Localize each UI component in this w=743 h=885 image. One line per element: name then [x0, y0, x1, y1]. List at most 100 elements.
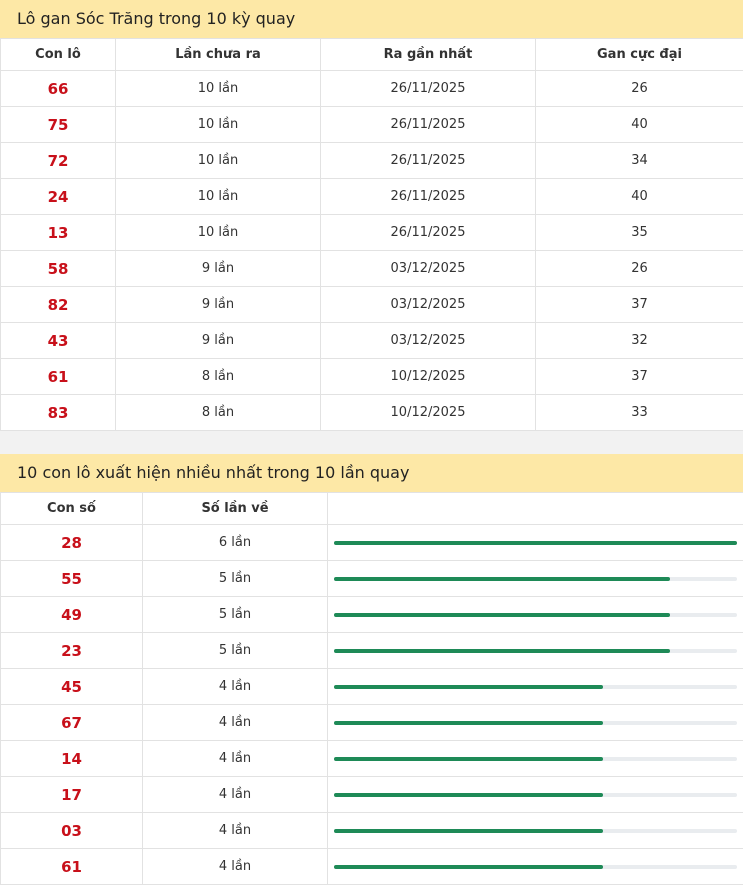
- cell: 10 lần: [116, 215, 321, 251]
- column-header: Ra gần nhất: [321, 39, 536, 71]
- lo-number: 43: [1, 323, 116, 359]
- bar-track: [334, 613, 737, 617]
- cell: 5 lần: [143, 633, 328, 669]
- bar: [334, 865, 603, 869]
- lo-number: 49: [1, 597, 143, 633]
- cell: 26/11/2025: [321, 215, 536, 251]
- lo-number: 61: [1, 849, 143, 885]
- bar-track: [334, 685, 737, 689]
- cell: 8 lần: [116, 395, 321, 431]
- cell: 8 lần: [116, 359, 321, 395]
- column-header: [328, 493, 743, 525]
- bar-cell: [328, 777, 743, 813]
- lo-number: 17: [1, 777, 143, 813]
- cell: 4 lần: [143, 849, 328, 885]
- lo-number: 24: [1, 179, 116, 215]
- cell: 26: [536, 71, 743, 107]
- cell: 5 lần: [143, 561, 328, 597]
- cell: 10/12/2025: [321, 395, 536, 431]
- bar-cell: [328, 561, 743, 597]
- cell: 37: [536, 287, 743, 323]
- cell: 10 lần: [116, 71, 321, 107]
- bar: [334, 721, 603, 725]
- cell: 03/12/2025: [321, 287, 536, 323]
- column-header: Gan cực đại: [536, 39, 743, 71]
- bar: [334, 613, 670, 617]
- cell: 9 lần: [116, 251, 321, 287]
- section-title: 10 con lô xuất hiện nhiều nhất trong 10 …: [0, 454, 743, 492]
- cell: 26/11/2025: [321, 71, 536, 107]
- cell: 26: [536, 251, 743, 287]
- bar: [334, 685, 603, 689]
- bar-cell: [328, 813, 743, 849]
- bar-track: [334, 649, 737, 653]
- bar-cell: [328, 633, 743, 669]
- cell: 4 lần: [143, 777, 328, 813]
- column-header: Số lần về: [143, 493, 328, 525]
- cell: 10 lần: [116, 143, 321, 179]
- bar-track: [334, 829, 737, 833]
- lo-number: 58: [1, 251, 116, 287]
- bar-cell: [328, 669, 743, 705]
- lo-number: 14: [1, 741, 143, 777]
- cell: 32: [536, 323, 743, 359]
- bar-track: [334, 793, 737, 797]
- bar: [334, 649, 670, 653]
- cell: 5 lần: [143, 597, 328, 633]
- lo-number: 67: [1, 705, 143, 741]
- cell: 10 lần: [116, 107, 321, 143]
- lo-number: 83: [1, 395, 116, 431]
- lo-number: 55: [1, 561, 143, 597]
- cell: 35: [536, 215, 743, 251]
- lo-number: 45: [1, 669, 143, 705]
- cell: 4 lần: [143, 741, 328, 777]
- cell: 40: [536, 107, 743, 143]
- bar: [334, 829, 603, 833]
- cell: 40: [536, 179, 743, 215]
- cell: 4 lần: [143, 669, 328, 705]
- bar-track: [334, 865, 737, 869]
- bar-cell: [328, 525, 743, 561]
- bar-cell: [328, 849, 743, 885]
- cell: 4 lần: [143, 813, 328, 849]
- cell: 03/12/2025: [321, 251, 536, 287]
- bar: [334, 757, 603, 761]
- lo-number: 72: [1, 143, 116, 179]
- spacer: [0, 431, 743, 454]
- cell: 03/12/2025: [321, 323, 536, 359]
- bar-cell: [328, 705, 743, 741]
- column-header: Con lô: [1, 39, 116, 71]
- lo-number: 13: [1, 215, 116, 251]
- cell: 6 lần: [143, 525, 328, 561]
- cell: 9 lần: [116, 287, 321, 323]
- cell: 34: [536, 143, 743, 179]
- cell: 10 lần: [116, 179, 321, 215]
- lo-number: 61: [1, 359, 116, 395]
- lo-number: 66: [1, 71, 116, 107]
- bar-track: [334, 721, 737, 725]
- cell: 33: [536, 395, 743, 431]
- cell: 26/11/2025: [321, 107, 536, 143]
- lo-number: 23: [1, 633, 143, 669]
- cell: 10/12/2025: [321, 359, 536, 395]
- bar-track: [334, 541, 737, 545]
- cell: 9 lần: [116, 323, 321, 359]
- column-header: Lần chưa ra: [116, 39, 321, 71]
